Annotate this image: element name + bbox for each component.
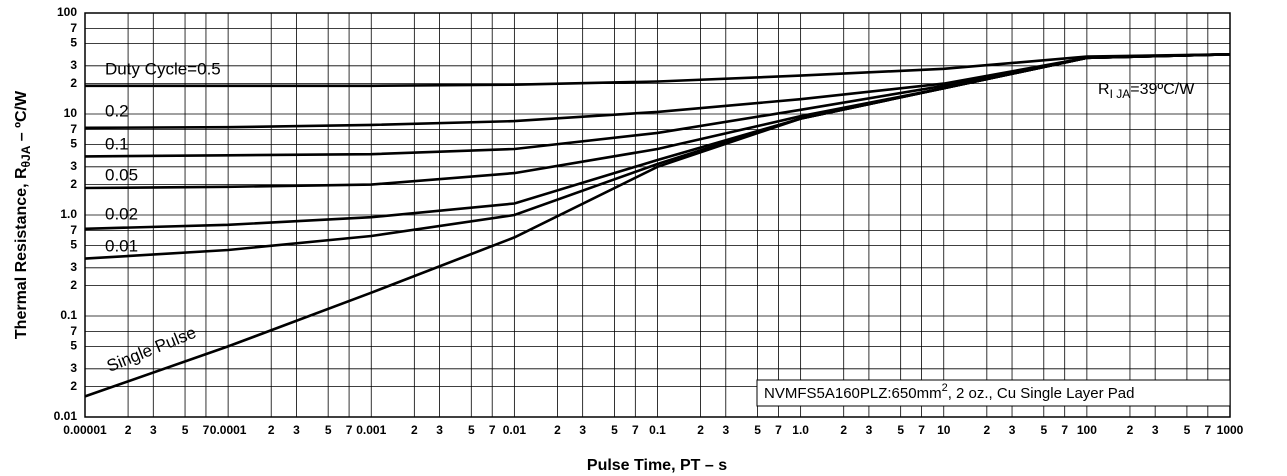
y-tick-label: 3 <box>70 58 77 72</box>
x-tick-label: 5 <box>897 423 904 437</box>
x-tick-label: 7 <box>918 423 925 437</box>
annotation: RI JA=39ºC/W <box>1098 81 1195 101</box>
x-tick-label: 3 <box>1009 423 1016 437</box>
y-axis-label-part: – ºC/W <box>13 90 30 146</box>
x-tick-label: 0.001 <box>356 423 386 437</box>
x-tick-label: 5 <box>1184 423 1191 437</box>
x-tick-label: 3 <box>293 423 300 437</box>
note-part: NVMFS5A160PLZ:650mm <box>764 385 942 402</box>
x-tick-label: 0.1 <box>649 423 666 437</box>
y-tick-label: 7 <box>70 21 77 35</box>
note-part: , 2 oz., Cu Single Layer Pad <box>948 385 1135 402</box>
y-tick-label: 2 <box>70 379 77 393</box>
x-tick-label: 3 <box>579 423 586 437</box>
y-tick-label: 2 <box>70 177 77 191</box>
series-label: 0.01 <box>105 236 138 255</box>
curve <box>85 53 1231 88</box>
note: NVMFS5A160PLZ:650mm2, 2 oz., Cu Single L… <box>764 382 1134 402</box>
curve <box>84 53 1231 398</box>
x-tick-label: 7 <box>203 423 210 437</box>
x-tick-label: 2 <box>554 423 561 437</box>
x-tick-label: 7 <box>489 423 496 437</box>
x-tick-label: 2 <box>1127 423 1134 437</box>
y-tick-label: 100 <box>57 5 77 19</box>
series-label: 0.02 <box>105 204 138 223</box>
y-tick-label: 3 <box>70 361 77 375</box>
y-axis-label: Thermal Resistance, RθJA – ºC/W <box>13 90 33 339</box>
x-tick-label: 100 <box>1077 423 1097 437</box>
x-tick-label: 5 <box>611 423 618 437</box>
y-tick-label: 5 <box>70 36 77 50</box>
x-tick-label: 5 <box>1040 423 1047 437</box>
x-tick-label: 7 <box>1061 423 1068 437</box>
x-tick-label: 5 <box>325 423 332 437</box>
y-tick-label: 7 <box>70 223 77 237</box>
x-tick-label: 1.0 <box>792 423 809 437</box>
y-tick-label: 0.1 <box>60 308 77 322</box>
x-tick-label: 7 <box>632 423 639 437</box>
x-tick-label: 1000 <box>1217 423 1244 437</box>
x-tick-label: 3 <box>150 423 157 437</box>
y-tick-label: 1.0 <box>60 207 77 221</box>
y-tick-label: 2 <box>70 76 77 90</box>
x-tick-label: 3 <box>436 423 443 437</box>
x-tick-label: 7 <box>775 423 782 437</box>
x-tick-label: 2 <box>697 423 704 437</box>
x-tick-label: 3 <box>722 423 729 437</box>
x-tick-label: 5 <box>468 423 475 437</box>
x-tick-label: 5 <box>182 423 189 437</box>
x-tick-label: 0.0001 <box>210 423 247 437</box>
y-tick-label: 3 <box>70 159 77 173</box>
annotation-sub: I JA <box>1110 87 1131 101</box>
x-tick-label: 7 <box>346 423 353 437</box>
y-tick-label: 2 <box>70 278 77 292</box>
x-tick-label: 2 <box>268 423 275 437</box>
x-tick-label: 7 <box>1204 423 1211 437</box>
y-axis-label-sub: θJA <box>19 145 33 167</box>
y-tick-label: 7 <box>70 324 77 338</box>
x-tick-label: 3 <box>1152 423 1159 437</box>
note-sup: 2 <box>942 382 948 394</box>
annotation-part: =39ºC/W <box>1130 81 1195 98</box>
x-tick-label: 10 <box>937 423 951 437</box>
x-tick-label: 0.00001 <box>63 423 107 437</box>
x-tick-label: 2 <box>125 423 132 437</box>
x-tick-label: 5 <box>754 423 761 437</box>
y-tick-label: 5 <box>70 137 77 151</box>
x-tick-label: 2 <box>840 423 847 437</box>
y-tick-label: 5 <box>70 238 77 252</box>
y-tick-label: 7 <box>70 122 77 136</box>
x-tick-label: 3 <box>866 423 873 437</box>
y-tick-label: 10 <box>64 106 78 120</box>
y-tick-label: 5 <box>70 339 77 353</box>
series-label: Duty Cycle=0.5 <box>105 59 221 78</box>
x-tick-label: 0.01 <box>503 423 527 437</box>
y-tick-label: 0.01 <box>54 409 78 423</box>
annotation-part: R <box>1098 81 1110 98</box>
y-tick-label: 3 <box>70 260 77 274</box>
y-axis-label-part: Thermal Resistance, R <box>13 167 30 339</box>
series-label: Single Pulse <box>104 323 199 376</box>
series-label: 0.1 <box>105 134 129 153</box>
series-label: 0.2 <box>105 101 129 120</box>
x-axis-label: Pulse Time, PT – s <box>587 457 727 474</box>
plot-frame <box>84 12 1231 418</box>
x-tick-label: 2 <box>411 423 418 437</box>
series-label: 0.05 <box>105 165 138 184</box>
note-box <box>756 379 1231 407</box>
x-tick-label: 2 <box>983 423 990 437</box>
